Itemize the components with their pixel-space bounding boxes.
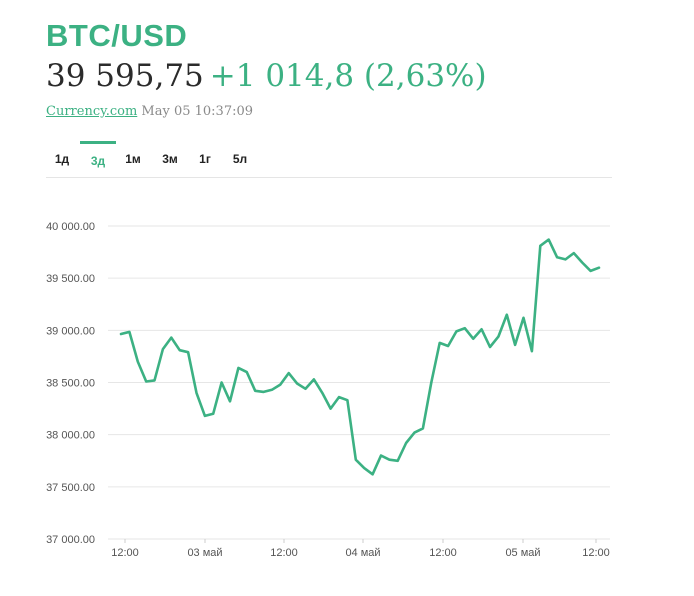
timestamp: May 05 10:37:09 <box>141 104 254 119</box>
x-tick-label: 12:00 <box>582 547 610 559</box>
x-tick-label: 04 май <box>345 547 380 559</box>
y-tick-label: 39 000.00 <box>46 325 95 337</box>
series-line <box>119 238 601 476</box>
y-tick-label: 38 000.00 <box>46 430 95 442</box>
range-tabs: 1д 3д 1м 3м 1г 5л <box>46 141 612 178</box>
y-tick-label: 38 500.00 <box>46 378 95 390</box>
x-tick-label: 03 май <box>187 547 222 559</box>
x-tick-label: 12:00 <box>270 547 298 559</box>
y-tick-label: 37 000.00 <box>46 534 95 546</box>
x-tick-label: 12:00 <box>429 547 457 559</box>
tab-1d[interactable]: 1д <box>54 152 70 166</box>
x-tick-label: 12:00 <box>111 547 139 559</box>
tab-1y[interactable]: 1г <box>199 152 211 166</box>
source-line: Currency.com May 05 10:37:09 <box>46 104 253 119</box>
price-change: +1 014,8 (2,63%) <box>209 58 487 94</box>
source-link[interactable]: Currency.com <box>46 104 138 119</box>
tab-5y[interactable]: 5л <box>232 152 248 166</box>
tab-3d[interactable]: 3д <box>80 141 116 176</box>
y-tick-label: 39 500.00 <box>46 273 95 285</box>
current-price: 39 595,75 <box>46 58 204 94</box>
currency-pair-title: BTC/USD <box>46 18 188 53</box>
y-tick-label: 40 000.00 <box>46 221 95 233</box>
tab-1m[interactable]: 1м <box>125 152 141 166</box>
tab-3m[interactable]: 3м <box>162 152 178 166</box>
x-tick-label: 05 май <box>505 547 540 559</box>
y-tick-label: 37 500.00 <box>46 482 95 494</box>
price-line: 39 595,75 +1 014,8 (2,63%) <box>46 58 487 94</box>
